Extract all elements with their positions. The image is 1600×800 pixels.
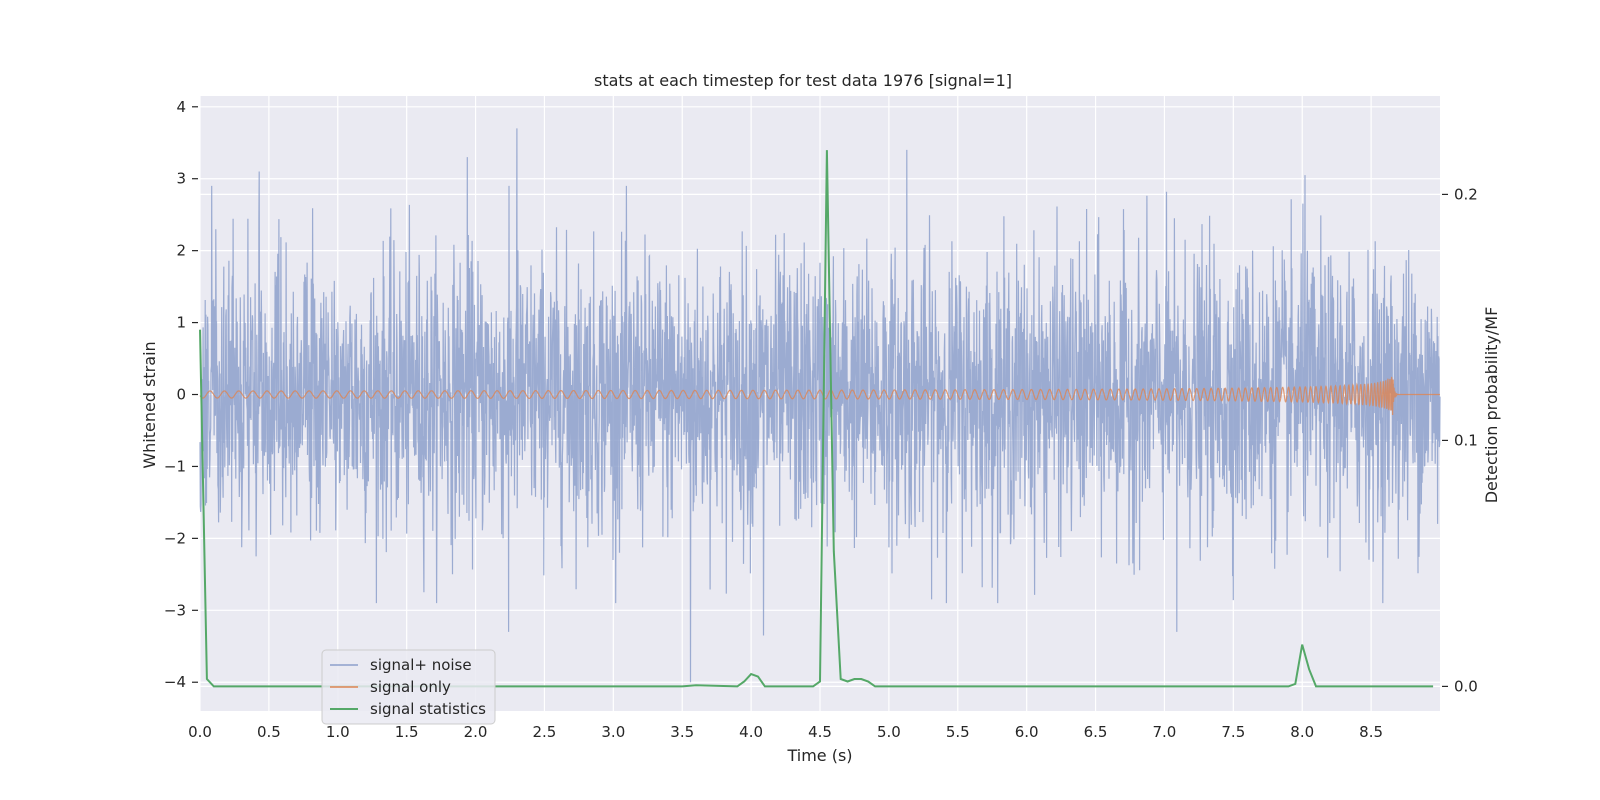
- y-left-tick-label: 3: [176, 170, 186, 188]
- y-left-tick-label: 2: [176, 242, 186, 260]
- x-tick-label: 1.5: [395, 723, 419, 741]
- y-right-tick-label: 0.1: [1454, 431, 1478, 449]
- x-tick-label: 8.0: [1290, 723, 1314, 741]
- signal-noise-series: [199, 128, 1441, 683]
- legend-entry: signal statistics: [370, 700, 486, 718]
- x-tick-label: 3.5: [670, 723, 694, 741]
- x-tick-label: 4.0: [739, 723, 763, 741]
- y-left-tick-label: −3: [164, 601, 186, 619]
- y-left-tick-label: −1: [164, 457, 186, 475]
- y-right-tick-label: 0.2: [1454, 185, 1478, 203]
- y-left-tick-label: −2: [164, 529, 186, 547]
- legend-entry: signal only: [370, 678, 451, 696]
- y-axis-left-label: Whitened strain: [140, 341, 159, 468]
- x-axis: 0.0 0.5 1.0 1.5 2.0 2.5 3.0 3.5 4.0 4.5 5.0 5.5 6.0 6…: [188, 723, 1383, 741]
- signal-only-series: [199, 376, 1440, 416]
- x-tick-label: 0.5: [257, 723, 281, 741]
- x-tick-label: 8.5: [1359, 723, 1383, 741]
- y-axis-left: 4 3 2 1 0 −1 −2 −3 −4: [164, 98, 198, 691]
- x-tick-label: 5.0: [877, 723, 901, 741]
- signal-statistics-line: [199, 150, 1434, 688]
- x-tick-label: 1.0: [326, 723, 350, 741]
- y-axis-right-label: Detection probability/MF: [1482, 307, 1501, 504]
- signal-only-line: [199, 376, 1440, 416]
- y-right-tick-label: 0.0: [1454, 677, 1478, 695]
- x-tick-label: 3.0: [601, 723, 625, 741]
- chart-title: stats at each timestep for test data 197…: [594, 71, 1012, 90]
- x-tick-label: 6.0: [1015, 723, 1039, 741]
- y-left-tick-label: 0: [176, 386, 186, 404]
- signal-noise-line: [199, 128, 1441, 683]
- x-tick-label: 4.5: [808, 723, 832, 741]
- legend-box: [321, 649, 496, 725]
- y-left-tick-label: 1: [176, 314, 186, 332]
- y-left-tick-label: −4: [164, 673, 186, 691]
- legend-entry: signal+ noise: [370, 656, 472, 674]
- x-tick-label: 7.0: [1153, 723, 1177, 741]
- legend: signal+ noise signal only signal statistic…: [321, 649, 496, 725]
- x-tick-label: 2.5: [533, 723, 557, 741]
- y-axis-right: 0.2 0.1 0.0: [1442, 185, 1478, 695]
- x-tick-label: 2.0: [464, 723, 488, 741]
- signal-statistics-series: [199, 150, 1434, 688]
- y-left-tick-label: 4: [176, 98, 186, 116]
- x-tick-label: 6.5: [1084, 723, 1108, 741]
- x-tick-label: 5.5: [946, 723, 970, 741]
- x-tick-label: 7.5: [1221, 723, 1245, 741]
- x-tick-label: 0.0: [188, 723, 212, 741]
- x-axis-label: Time (s): [786, 746, 852, 765]
